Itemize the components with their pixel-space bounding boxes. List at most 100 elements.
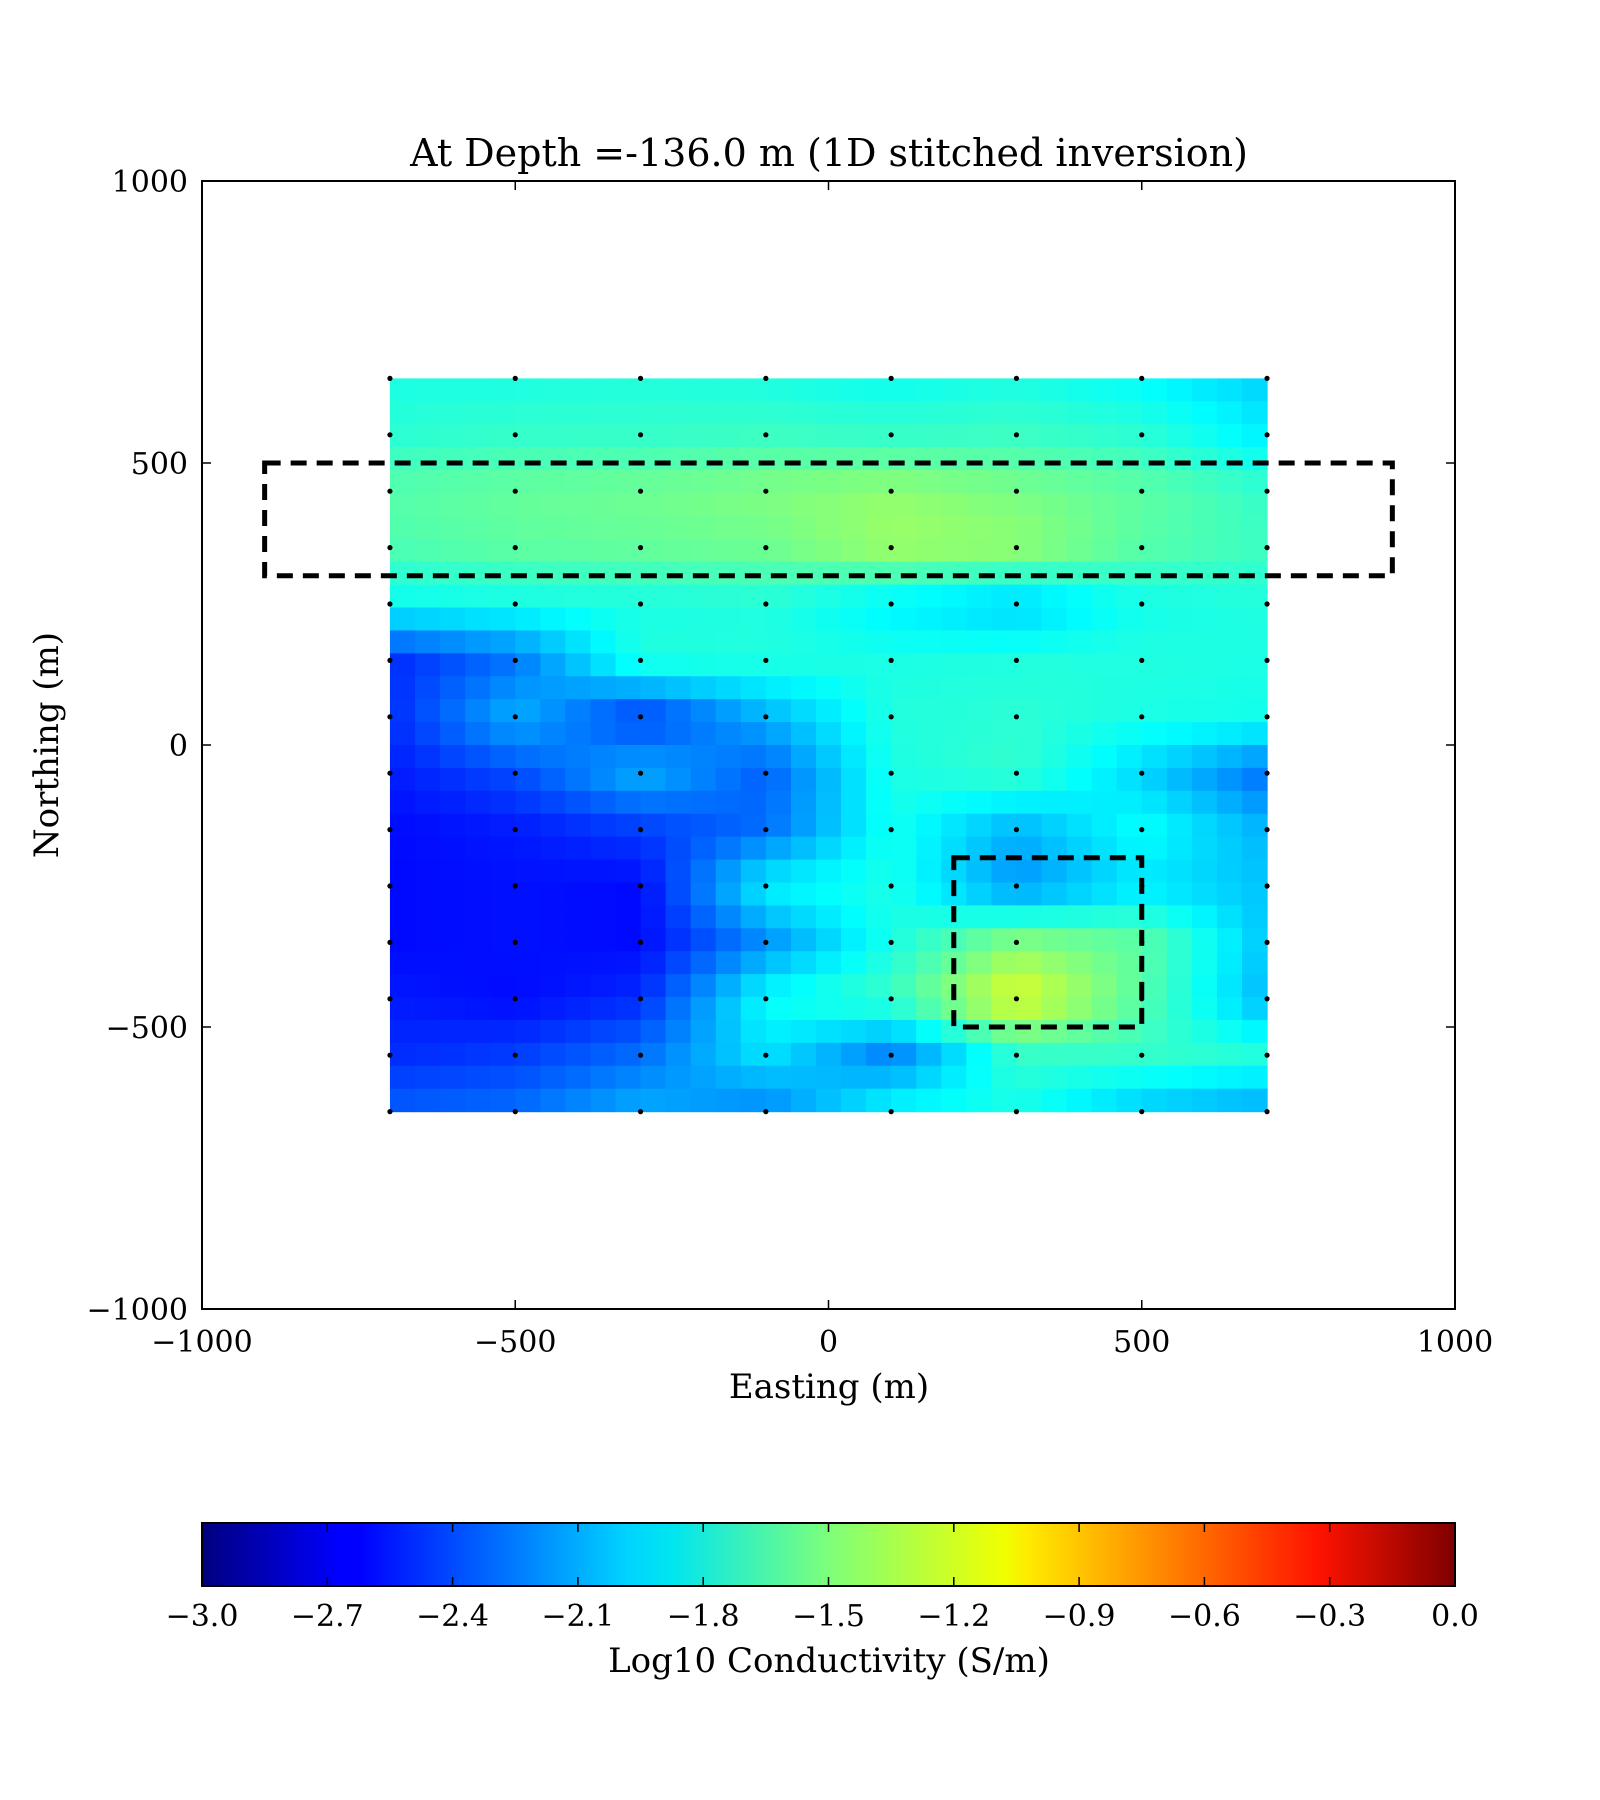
heatmap-cell bbox=[1066, 1065, 1093, 1090]
heatmap-cell bbox=[1016, 790, 1043, 815]
station-point bbox=[1013, 996, 1020, 1002]
heatmap-cell bbox=[1091, 607, 1118, 632]
heatmap-cell bbox=[1066, 607, 1093, 632]
station-point bbox=[637, 996, 644, 1002]
heatmap-cell bbox=[1041, 470, 1068, 494]
heatmap-cell bbox=[1166, 790, 1193, 815]
y-tick-label: 1000 bbox=[112, 165, 188, 200]
heatmap-cell bbox=[891, 630, 917, 654]
heatmap-cell bbox=[1041, 1042, 1068, 1067]
heatmap-cell bbox=[389, 1065, 416, 1090]
station-point bbox=[763, 714, 769, 720]
heatmap-cell bbox=[765, 424, 792, 448]
heatmap-cell bbox=[1091, 699, 1118, 723]
heatmap-cell bbox=[640, 951, 667, 975]
heatmap-cell bbox=[941, 401, 967, 425]
heatmap-cell bbox=[1141, 790, 1168, 815]
station-point bbox=[387, 883, 393, 889]
heatmap-cell bbox=[765, 676, 792, 700]
heatmap-cell bbox=[815, 584, 842, 609]
heatmap-cell bbox=[1041, 653, 1068, 677]
station-point bbox=[1139, 432, 1145, 438]
heatmap-cell bbox=[690, 630, 717, 654]
heatmap-cell bbox=[565, 424, 592, 448]
heatmap-cell bbox=[565, 515, 592, 540]
heatmap-cell bbox=[815, 1065, 842, 1090]
heatmap-cell bbox=[966, 859, 992, 884]
heatmap-cell bbox=[991, 653, 1018, 677]
heatmap-cell bbox=[440, 653, 466, 677]
heatmap-cell bbox=[1191, 561, 1218, 586]
heatmap-cell bbox=[515, 561, 541, 586]
station-point bbox=[1264, 432, 1270, 438]
heatmap-cell bbox=[815, 905, 842, 929]
heatmap-cell bbox=[1191, 951, 1218, 975]
heatmap-cell bbox=[765, 859, 792, 884]
heatmap-cell bbox=[389, 836, 416, 861]
heatmap-cell bbox=[1216, 401, 1243, 425]
heatmap-cell bbox=[1166, 882, 1193, 906]
heatmap-cell bbox=[740, 584, 767, 609]
heatmap-cell bbox=[966, 905, 992, 929]
heatmap-cell bbox=[1241, 722, 1268, 746]
heatmap-cell bbox=[715, 859, 742, 884]
heatmap-cell bbox=[815, 607, 842, 632]
heatmap-cell bbox=[790, 424, 817, 448]
heatmap-cell bbox=[590, 1065, 617, 1090]
heatmap-cell bbox=[715, 1088, 742, 1113]
heatmap-cell bbox=[815, 699, 842, 723]
heatmap-cell bbox=[740, 653, 767, 677]
colorbar-label: Log10 Conductivity (S/m) bbox=[608, 1641, 1050, 1681]
heatmap-cell bbox=[916, 492, 942, 517]
heatmap-cell bbox=[966, 722, 992, 746]
heatmap-cell bbox=[389, 951, 416, 975]
heatmap-cell bbox=[640, 722, 667, 746]
heatmap-cell bbox=[991, 584, 1018, 609]
heatmap-cell bbox=[1216, 928, 1243, 952]
heatmap-cell bbox=[815, 630, 842, 654]
heatmap-cell bbox=[866, 515, 892, 540]
heatmap-cell bbox=[1016, 859, 1043, 884]
heatmap-cell bbox=[590, 882, 617, 906]
heatmap-cell bbox=[1141, 607, 1168, 632]
heatmap-cell bbox=[640, 492, 667, 517]
colorbar-tick-label: −0.9 bbox=[1043, 1599, 1116, 1634]
heatmap-cell bbox=[740, 676, 767, 700]
heatmap-cell bbox=[866, 584, 892, 609]
heatmap-cell bbox=[540, 905, 566, 929]
station-point bbox=[637, 939, 644, 946]
heatmap-cell bbox=[740, 447, 767, 471]
heatmap-cell bbox=[415, 790, 441, 815]
heatmap-cell bbox=[1091, 630, 1118, 654]
heatmap-cell bbox=[815, 401, 842, 425]
heatmap-cell bbox=[991, 951, 1018, 975]
heatmap-cell bbox=[991, 882, 1018, 906]
station-point bbox=[1013, 375, 1020, 381]
heatmap-cell bbox=[1041, 447, 1068, 471]
heatmap-cell bbox=[1166, 653, 1193, 677]
station-point bbox=[763, 432, 769, 438]
heatmap-cell bbox=[891, 1042, 917, 1067]
heatmap-cell bbox=[991, 1042, 1018, 1067]
heatmap-cell bbox=[1191, 1088, 1218, 1113]
heatmap-cell bbox=[490, 722, 516, 746]
station-point bbox=[637, 1052, 644, 1058]
heatmap-cell bbox=[1191, 1065, 1218, 1090]
heatmap-cell bbox=[740, 745, 767, 769]
heatmap-cell bbox=[815, 1088, 842, 1113]
station-point bbox=[888, 883, 894, 889]
heatmap-cell bbox=[590, 378, 617, 402]
heatmap-cell bbox=[765, 470, 792, 494]
heatmap-cell bbox=[465, 790, 491, 815]
heatmap-cell bbox=[891, 1088, 917, 1113]
heatmap-cell bbox=[515, 538, 541, 563]
heatmap-cell bbox=[866, 401, 892, 425]
heatmap-cell bbox=[1091, 1042, 1118, 1067]
heatmap-cell bbox=[1216, 767, 1243, 792]
station-point bbox=[888, 375, 894, 381]
heatmap-cell bbox=[515, 974, 541, 998]
station-point bbox=[1139, 375, 1145, 381]
heatmap-cell bbox=[916, 836, 942, 861]
heatmap-cell bbox=[640, 401, 667, 425]
heatmap-cell bbox=[815, 538, 842, 563]
